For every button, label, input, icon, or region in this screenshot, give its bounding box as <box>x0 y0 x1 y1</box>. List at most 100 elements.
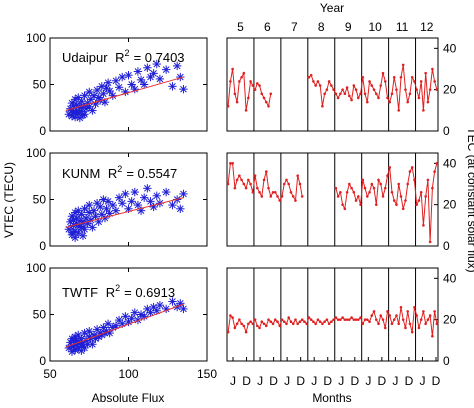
kunm-fit-line <box>65 197 184 228</box>
kunm-scatter-point <box>140 193 149 202</box>
twtf-scatter-point <box>85 327 94 336</box>
twtf-ytick-label: 0 <box>39 354 46 368</box>
twtf-scatter-point <box>176 299 185 308</box>
twtf-r2-value: = 0.6913 <box>124 285 175 300</box>
kunm-scatter-point <box>80 204 89 213</box>
udaipur-scatter-point <box>91 99 100 109</box>
left-xtick-label: 50 <box>43 367 57 381</box>
kunm-scatter-point <box>130 187 139 197</box>
month-tick-label: D <box>296 374 305 388</box>
udaipur-ytick-label: 50 <box>33 78 47 92</box>
kunm-scatter-point <box>152 191 161 200</box>
month-tick-label: J <box>284 374 290 388</box>
udaipur-scatter-point <box>136 75 146 85</box>
month-tick-label: J <box>392 374 398 388</box>
kunm-scatter-point <box>121 189 130 199</box>
month-tick-label: J <box>338 374 344 388</box>
left-xlabel: Absolute Flux <box>92 391 165 405</box>
kunm-scatter-point <box>102 204 111 213</box>
kunm-ytick-label: 100 <box>26 146 46 160</box>
month-tick-label: D <box>432 374 441 388</box>
right-panel-3-frame <box>226 267 439 362</box>
twtf-series-line <box>227 307 438 337</box>
kunm-scatter-point <box>127 197 136 206</box>
month-tick-label: D <box>269 374 278 388</box>
kunm-right-ytick-label: 0 <box>443 239 450 253</box>
udaipur-scatter-point <box>172 61 182 71</box>
udaipur-station-label: Udaipur <box>62 50 108 65</box>
twtf-right-ytick-label: 0 <box>443 354 450 368</box>
udaipur-scatter-point <box>118 72 127 82</box>
udaipur-scatter-point <box>143 63 152 72</box>
udaipur-right-ytick-label: 0 <box>443 124 450 138</box>
kunm-annotation: KUNM R2 = 0.5547 <box>62 164 177 181</box>
kunm-scatter-point <box>67 227 77 237</box>
udaipur-scatter-point <box>99 89 108 98</box>
kunm-scatter-point <box>168 200 177 210</box>
year-label: 10 <box>368 20 382 34</box>
twtf-scatter-point <box>121 312 130 321</box>
kunm-right-ytick-label: 40 <box>443 156 457 170</box>
left-xtick-label: 150 <box>197 367 217 381</box>
kunm-scatter-point <box>176 204 185 213</box>
kunm-scatter-point <box>85 200 94 210</box>
udaipur-scatter-point <box>108 91 117 100</box>
month-tick-label: J <box>311 374 317 388</box>
twtf-scatter-point <box>179 304 188 314</box>
udaipur-scatter-point <box>78 110 88 120</box>
year-label: 6 <box>264 20 271 34</box>
kunm-scatter-point <box>89 206 99 215</box>
twtf-scatter-point <box>168 297 177 306</box>
kunm-series-line <box>227 162 303 203</box>
month-tick-label: D <box>378 374 387 388</box>
kunm-scatter-point <box>143 184 152 193</box>
udaipur-scatter-point <box>105 86 114 96</box>
twtf-annotation: TWTF R2 = 0.6913 <box>62 283 175 300</box>
month-tick-label: D <box>242 374 251 388</box>
kunm-scatter-point <box>96 202 105 212</box>
kunm-ytick-label: 50 <box>33 193 47 207</box>
udaipur-series-line <box>308 64 438 111</box>
udaipur-scatter-point <box>92 85 102 95</box>
udaipur-scatter-point <box>80 91 89 100</box>
udaipur-scatter-point <box>179 84 188 94</box>
twtf-station-label: TWTF <box>62 285 98 300</box>
udaipur-scatter-point <box>155 74 165 84</box>
month-tick-label: J <box>419 374 425 388</box>
right-ylabel: TEC (at constant solar flux) <box>465 127 474 272</box>
kunm-right-ytick-label: 20 <box>443 198 457 212</box>
twtf-ytick-label: 100 <box>26 261 46 275</box>
month-tick-label: D <box>323 374 332 388</box>
kunm-scatter-point <box>161 187 171 197</box>
left-xtick-label: 100 <box>118 367 138 381</box>
kunm-scatter-point <box>111 206 121 215</box>
month-tick-label: J <box>257 374 263 388</box>
udaipur-series-line <box>227 68 272 111</box>
kunm-series-line <box>335 163 438 242</box>
kunm-scatter-point <box>78 231 88 240</box>
udaipur-scatter-point <box>103 78 113 87</box>
udaipur-scatter-point <box>127 80 136 89</box>
twtf-right-ytick-label: 20 <box>443 313 457 327</box>
month-tick-label: J <box>230 374 236 388</box>
udaipur-ytick-label: 100 <box>26 31 46 45</box>
twtf-ytick-label: 50 <box>33 308 47 322</box>
udaipur-scatter-point <box>168 82 177 91</box>
kunm-scatter-point <box>179 189 188 199</box>
udaipur-scatter-point <box>124 71 133 80</box>
year-label: 9 <box>345 20 352 34</box>
kunm-scatter-point <box>80 225 89 234</box>
kunm-scatter-point <box>103 197 113 206</box>
twtf-scatter-point <box>149 302 158 312</box>
left-ylabel: VTEC (TECU) <box>2 162 16 238</box>
plot-marks <box>64 59 439 356</box>
year-label: 11 <box>396 20 409 34</box>
year-label: 12 <box>420 20 434 34</box>
month-tick-label: D <box>405 374 414 388</box>
twtf-scatter-point <box>130 308 139 317</box>
udaipur-scatter-point <box>140 80 149 89</box>
month-tick-label: D <box>350 374 359 388</box>
udaipur-scatter-point <box>111 76 121 85</box>
udaipur-scatter-point <box>133 67 143 76</box>
